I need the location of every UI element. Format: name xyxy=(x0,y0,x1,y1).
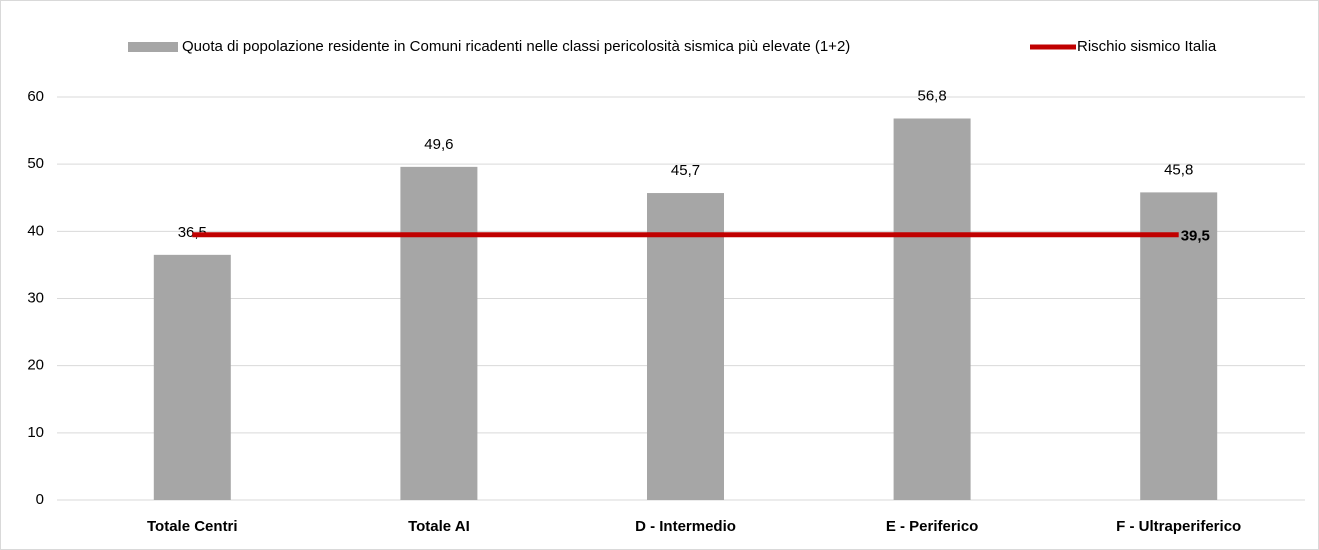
legend-label: Quota di popolazione residente in Comuni… xyxy=(182,38,850,55)
bar xyxy=(647,193,724,500)
x-tick-label: E - Periferico xyxy=(886,518,979,535)
x-tick-label: Totale Centri xyxy=(147,518,238,535)
data-label: 39,5 xyxy=(1181,228,1210,245)
x-tick-label: Totale AI xyxy=(408,518,470,535)
y-tick-label: 50 xyxy=(27,155,44,172)
x-tick-label: F - Ultraperiferico xyxy=(1116,518,1241,535)
bar xyxy=(1140,192,1218,501)
y-tick-label: 10 xyxy=(27,424,44,441)
bar xyxy=(400,166,478,500)
data-label: 45,8 xyxy=(1164,161,1193,178)
legend-swatch xyxy=(128,42,178,52)
y-tick-label: 60 xyxy=(27,88,44,105)
bar xyxy=(153,254,231,500)
data-label: 45,7 xyxy=(671,162,700,179)
y-tick-label: 0 xyxy=(36,491,44,508)
data-label: 49,6 xyxy=(424,136,453,153)
x-tick-label: D - Intermedio xyxy=(635,518,736,535)
bar xyxy=(893,118,971,500)
y-tick-label: 20 xyxy=(27,357,44,374)
y-tick-label: 30 xyxy=(27,289,44,306)
y-tick-label: 40 xyxy=(27,222,44,239)
data-label: 56,8 xyxy=(917,87,946,104)
legend-label: Rischio sismico Italia xyxy=(1077,38,1217,55)
